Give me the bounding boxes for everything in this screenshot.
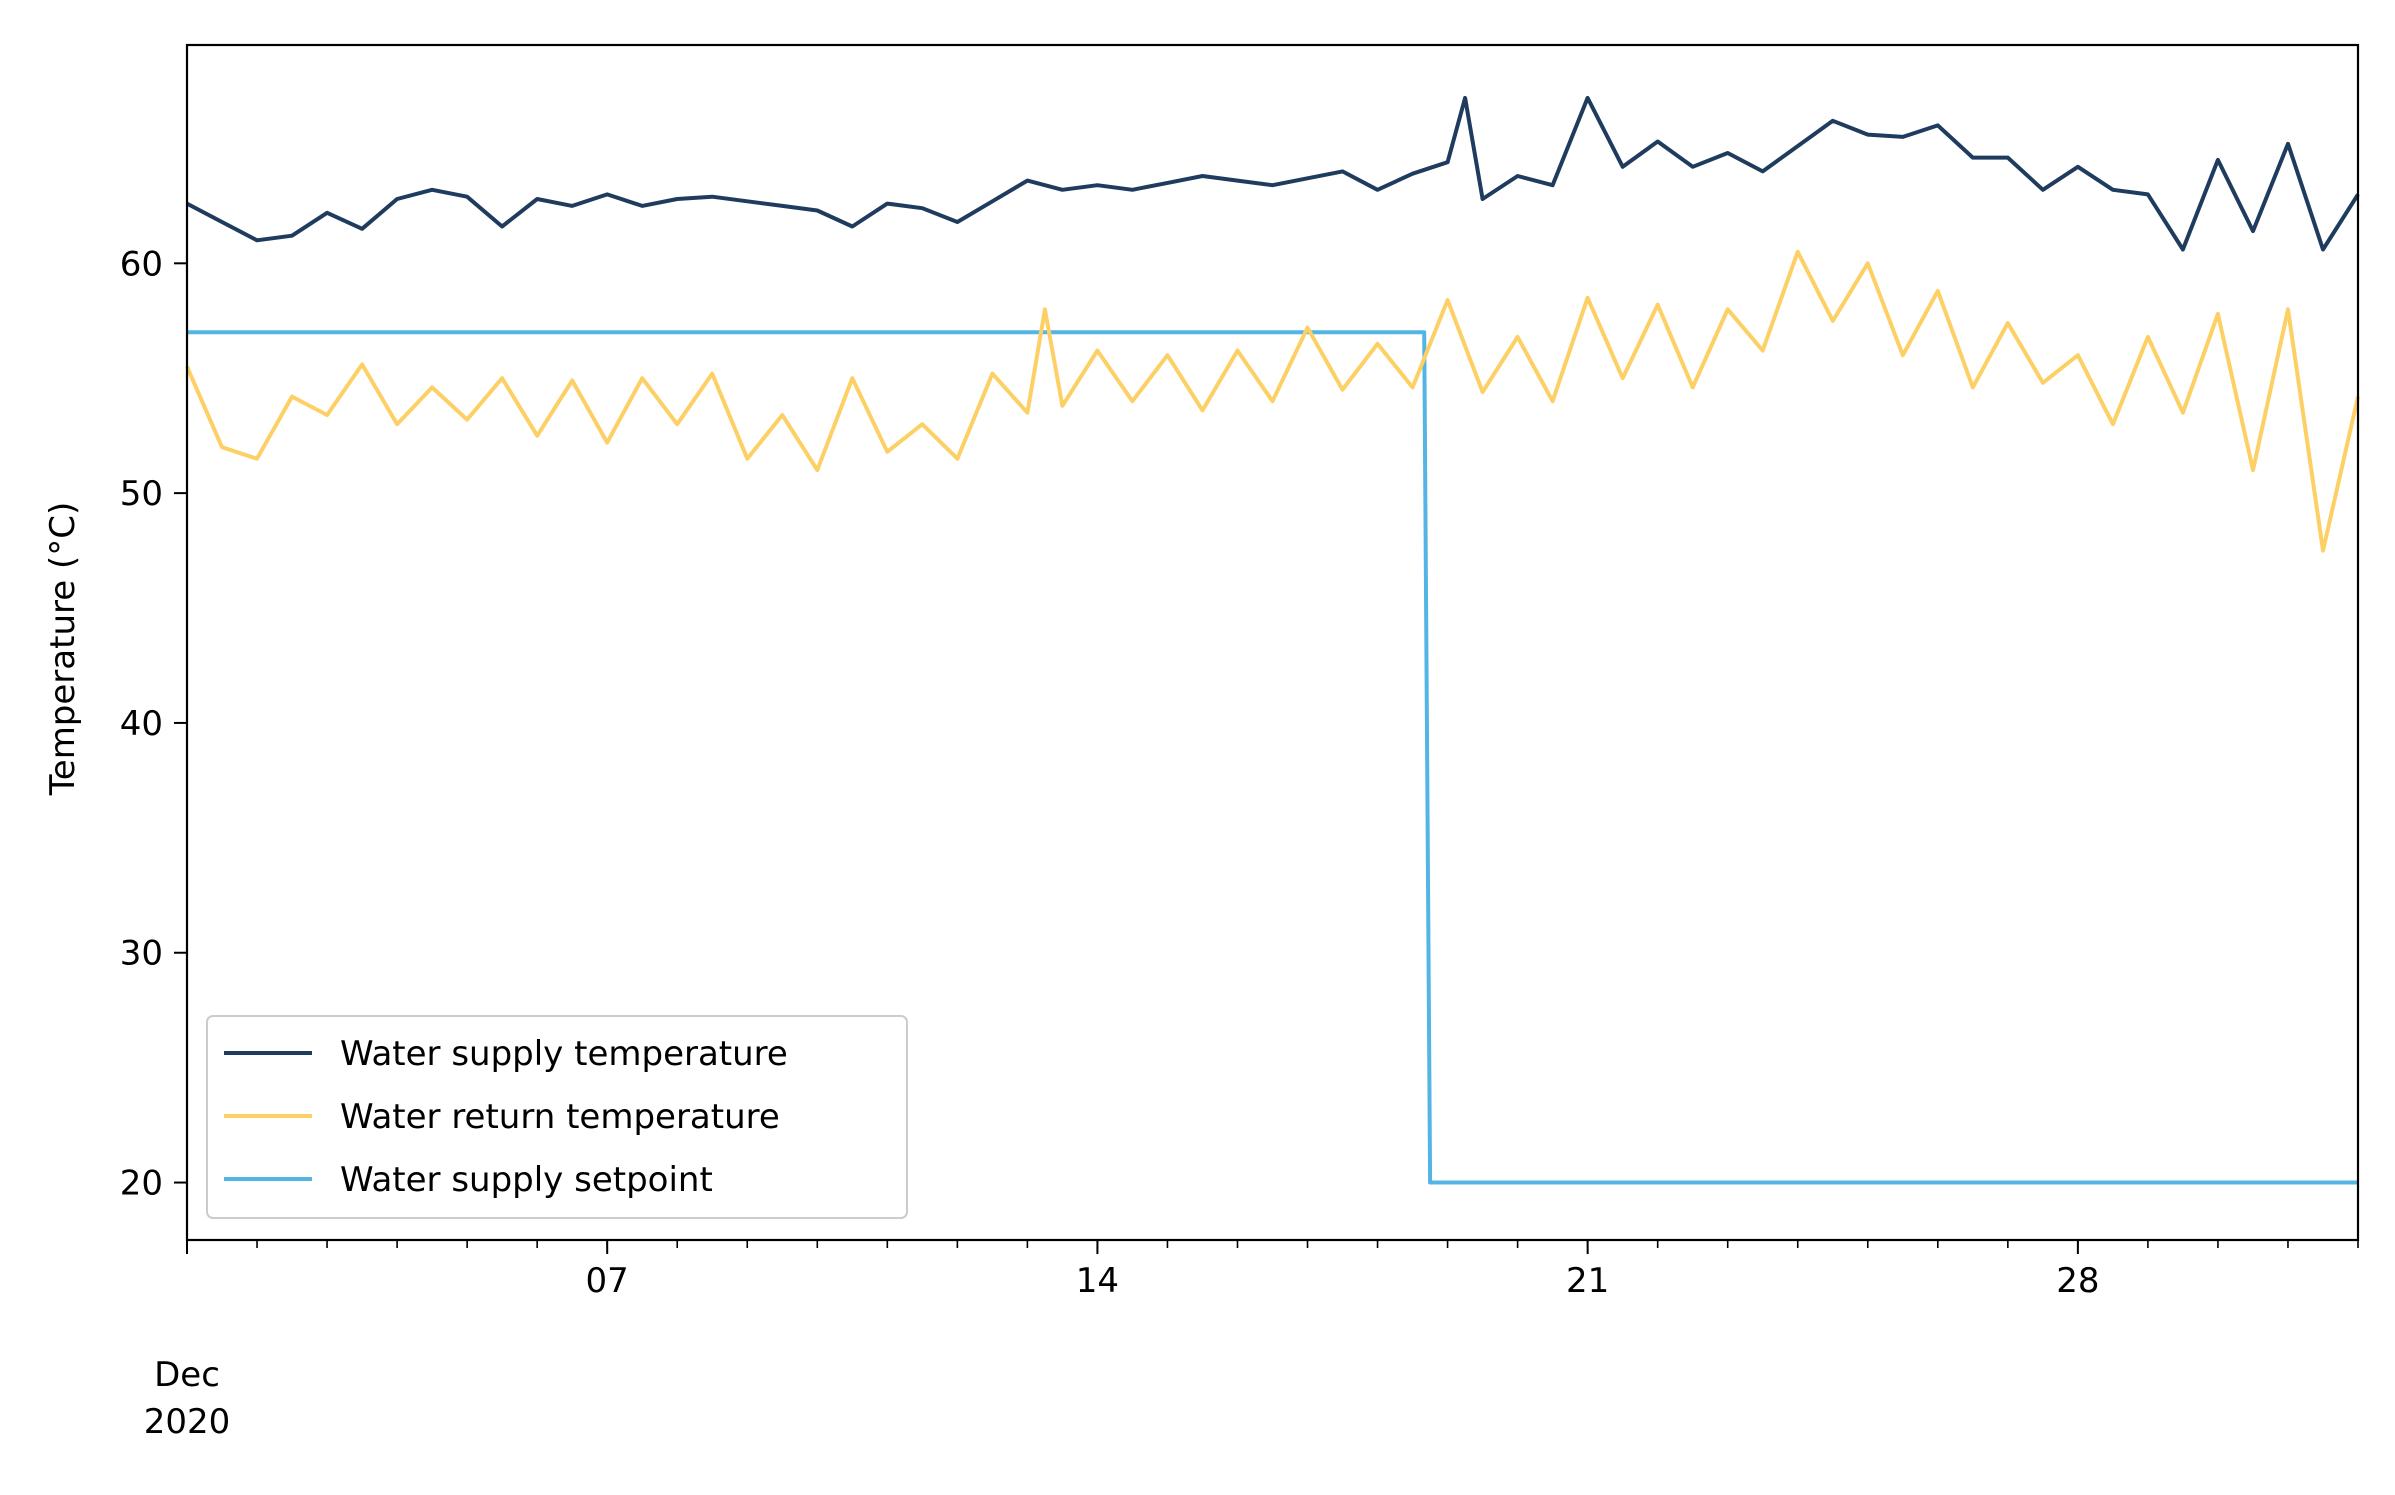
y-tick-label: 20 — [120, 1164, 163, 1204]
x-tick-label: 28 — [2056, 1261, 2099, 1301]
legend-entry-label: Water return temperature — [340, 1097, 780, 1137]
y-tick-label: 40 — [120, 704, 163, 744]
legend-entry-label: Water supply temperature — [340, 1034, 788, 1074]
y-tick-label: 30 — [120, 934, 163, 974]
y-tick-label: 50 — [120, 474, 163, 514]
plot-frame — [185, 43, 2360, 1242]
y-axis: 20 30 40 50 60 — [120, 244, 187, 1204]
x-start-label: 2020 — [144, 1402, 231, 1442]
legend: Water supply temperature Water return tem… — [206, 1015, 908, 1219]
x-axis: 07 14 21 28 Dec 2020 — [144, 1240, 2359, 1442]
series-layer — [185, 95, 2360, 1185]
y-axis-label: Temperature (°C) — [43, 502, 83, 796]
legend-entry-label: Water supply setpoint — [340, 1160, 713, 1200]
series-line-water-supply-setpoint — [187, 330, 2358, 1185]
y-tick-label: 60 — [120, 244, 163, 284]
x-tick-label: 07 — [586, 1261, 629, 1301]
series-line-water-return-temperature — [185, 249, 2360, 553]
x-tick-label: 14 — [1076, 1261, 1119, 1301]
x-start-label: Dec — [154, 1355, 220, 1395]
legend-box — [206, 1015, 908, 1219]
series-line-water-supply-temperature — [186, 95, 2360, 252]
x-tick-label: 21 — [1566, 1261, 1609, 1301]
